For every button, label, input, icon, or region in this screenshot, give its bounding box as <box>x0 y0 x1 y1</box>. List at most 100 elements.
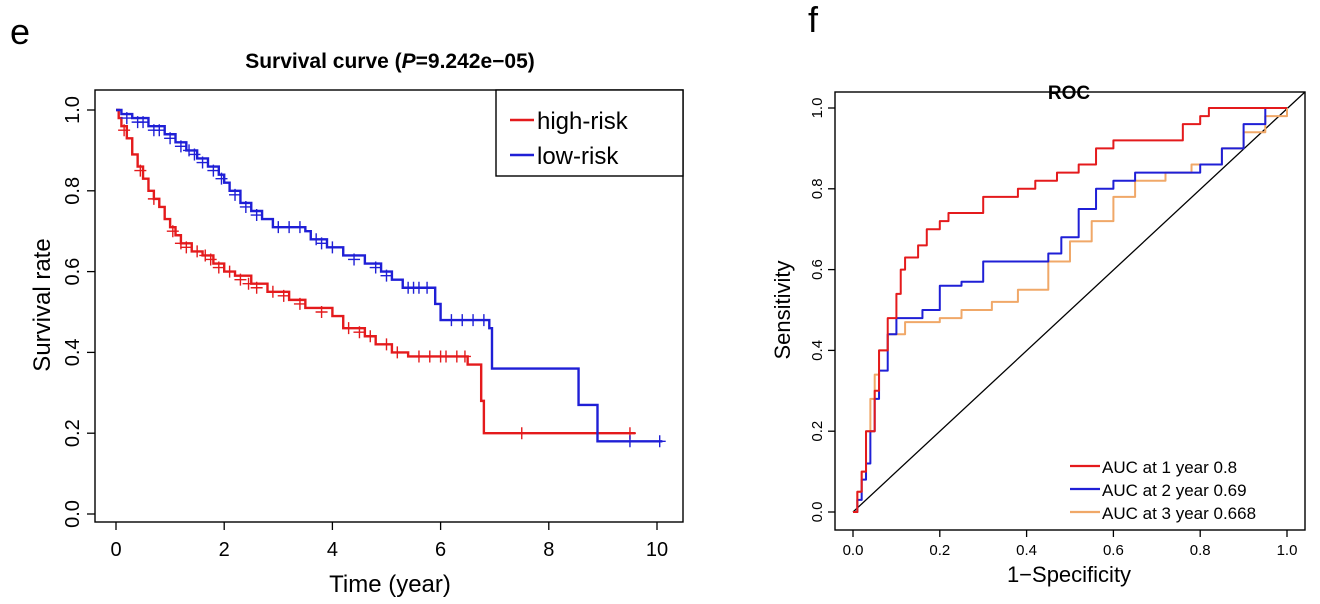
y-tick-label: 0.2 <box>62 419 84 447</box>
censor-mark-high-risk <box>315 306 328 318</box>
panel-letter-f: f <box>808 0 819 40</box>
censor-mark-high-risk <box>515 427 528 440</box>
censor-mark-low-risk <box>120 112 133 125</box>
censor-mark-low-risk <box>196 156 209 169</box>
y-tick-label: 1.0 <box>809 98 826 119</box>
legend-label-auc-1-year: AUC at 1 year 0.8 <box>1102 458 1237 477</box>
censor-mark-low-risk <box>239 200 252 213</box>
censor-mark-high-risk <box>391 346 404 359</box>
y-tick-label: 0.4 <box>809 340 826 361</box>
censor-mark-high-risk <box>242 277 255 290</box>
roc-line <box>853 107 1287 513</box>
y-tick-label: 1.0 <box>62 96 84 124</box>
legend-box <box>495 89 684 177</box>
plot-frame <box>834 91 1306 531</box>
chart-title: ROC <box>1048 83 1091 104</box>
title-prefix: Survival curve ( <box>245 50 401 73</box>
x-tick-label: 0 <box>110 539 121 561</box>
legend: high-risk low-risk <box>495 89 684 177</box>
x-tick-label: 0.2 <box>929 542 950 559</box>
censor-mark-high-risk <box>364 330 377 343</box>
survival-line-low-risk <box>116 108 663 443</box>
y-tick-label: 0.8 <box>62 177 84 205</box>
censor-mark-low-risk <box>326 241 339 254</box>
x-tick-label: 0.8 <box>1190 542 1211 559</box>
censor-mark-high-risk <box>423 350 436 363</box>
y-axis-label: Survival rate <box>29 238 56 371</box>
censor-mark-high-risk <box>191 245 204 258</box>
legend-label-high-risk: high-risk <box>537 108 629 135</box>
y-tick-label: 0.0 <box>809 502 826 523</box>
censor-mark-low-risk <box>315 237 328 250</box>
censor-mark-low-risk <box>467 314 480 327</box>
y-tick-label: 0.0 <box>62 500 84 528</box>
y-tick-label: 0.8 <box>809 178 826 199</box>
censor-mark-high-risk <box>180 241 193 254</box>
legend-label-auc-3-year: AUC at 3 year 0.668 <box>1102 504 1256 523</box>
x-tick-label: 0.6 <box>1103 542 1124 559</box>
censor-mark-high-risk <box>212 261 225 274</box>
x-tick-label: 1.0 <box>1277 542 1298 559</box>
censor-mark-high-risk <box>234 273 247 286</box>
censor-mark-low-risk <box>369 261 382 274</box>
censor-mark-high-risk <box>250 281 263 294</box>
censor-mark-high-risk <box>166 225 179 238</box>
legend-label-auc-2-year: AUC at 2 year 0.69 <box>1102 481 1247 500</box>
legend-label-low-risk: low-risk <box>537 143 619 170</box>
censor-mark-low-risk <box>229 188 242 201</box>
censor-mark-low-risk <box>283 221 296 234</box>
x-axis-label: Time (year) <box>329 571 451 598</box>
y-tick-label: 0.6 <box>62 258 84 286</box>
censor-mark-high-risk <box>342 322 355 335</box>
censor-mark-low-risk <box>348 253 361 266</box>
censor-mark-high-risk <box>412 350 425 363</box>
survival-chart: e Survival curve (P=9.242e−05) 0 2 4 6 8 10 0.… <box>10 11 684 598</box>
reference-diagonal <box>852 91 1306 513</box>
censor-mark-high-risk <box>353 326 366 339</box>
censor-mark-low-risk <box>137 116 150 129</box>
x-tick-label: 6 <box>435 539 446 561</box>
x-tick-label: 2 <box>219 539 230 561</box>
x-tick-label: 4 <box>327 539 338 561</box>
x-axis-label: 1−Specificity <box>1007 562 1131 587</box>
censor-mark-low-risk <box>477 314 490 327</box>
censor-mark-high-risk <box>458 350 471 363</box>
censor-mark-low-risk <box>456 314 469 327</box>
censor-mark-high-risk <box>147 192 160 205</box>
censor-mark-low-risk <box>272 221 285 234</box>
censor-mark-low-risk <box>188 148 201 161</box>
censor-mark-low-risk <box>207 164 220 177</box>
x-tick-label: 10 <box>646 539 668 561</box>
censor-mark-low-risk <box>293 221 306 234</box>
title-suffix: =9.242e−05) <box>416 50 535 73</box>
chart-title: Survival curve (P=9.242e−05) <box>245 50 535 73</box>
y-axis-label: Sensitivity <box>770 260 795 359</box>
plot-frame <box>94 89 684 523</box>
censor-mark-high-risk <box>223 265 236 278</box>
censor-mark-high-risk <box>118 124 131 137</box>
censor-mark-high-risk <box>277 289 290 302</box>
title-p: P <box>402 50 417 73</box>
censor-mark-low-risk <box>380 269 393 282</box>
x-tick-label: 8 <box>543 539 554 561</box>
censor-mark-low-risk <box>250 209 263 222</box>
censor-mark-high-risk <box>293 297 306 310</box>
legend: AUC at 1 year 0.8 AUC at 2 year 0.69 AUC… <box>1070 458 1256 523</box>
censor-mark-low-risk <box>445 314 458 327</box>
censor-mark-low-risk <box>153 124 166 137</box>
censor-mark-high-risk <box>204 253 217 266</box>
censor-mark-high-risk <box>134 164 147 177</box>
censor-mark-low-risk <box>215 172 228 185</box>
x-tick-label: 0.4 <box>1016 542 1037 559</box>
x-tick-label: 0.0 <box>843 542 864 559</box>
y-tick-label: 0.6 <box>809 259 826 280</box>
censor-mark-low-risk <box>421 281 434 294</box>
y-tick-label: 0.2 <box>809 421 826 442</box>
censor-mark-low-risk <box>174 140 187 153</box>
panel-letter-e: e <box>10 11 30 52</box>
censor-mark-low-risk <box>653 435 666 448</box>
censor-mark-low-risk <box>164 132 177 145</box>
censor-mark-high-risk <box>266 285 279 298</box>
censor-mark-high-risk <box>380 338 393 351</box>
